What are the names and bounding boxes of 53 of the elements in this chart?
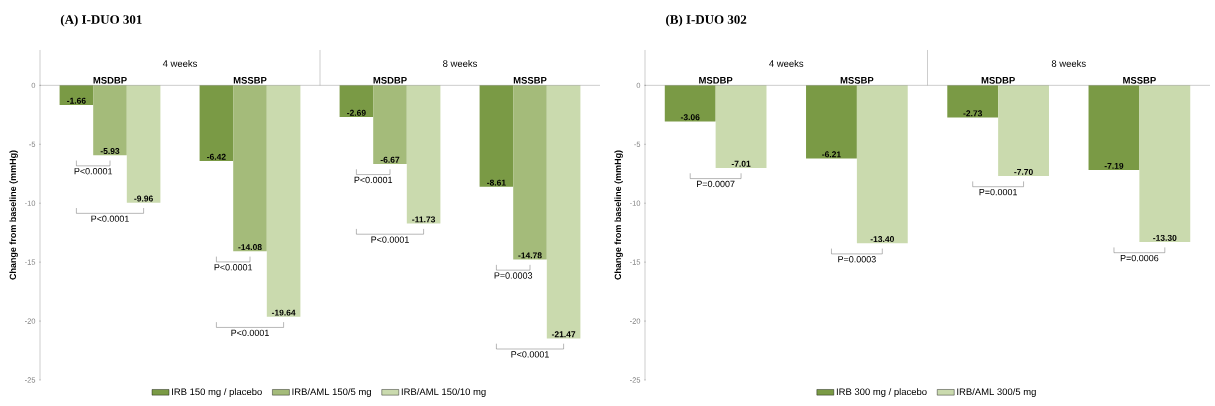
annotation: P=0.0003	[838, 256, 876, 263]
chart-title: (B) I-DUO 302	[666, 14, 747, 27]
data-label: -14.78	[518, 252, 542, 259]
legend-label: IRB/AML 300/5 mg	[957, 388, 1036, 397]
annotation: P=0.0006	[1120, 254, 1159, 262]
data-label: -8.61	[487, 179, 506, 186]
legend-label: IRB 300 mg / placebo	[836, 388, 927, 397]
data-label: -6.21	[822, 151, 841, 158]
annotation: P<0.0001	[74, 168, 113, 175]
x-tick-label: MSDBP	[699, 76, 733, 84]
legend-label: IRB 150 mg / placebo	[172, 388, 262, 397]
annotation: P<0.0001	[231, 329, 269, 336]
annotation: P=0.0007	[697, 180, 735, 188]
data-label: -1.66	[67, 97, 86, 104]
annotation: 4 weeks	[769, 59, 804, 67]
annotation: 8 weeks	[443, 59, 478, 67]
x-tick-label: MSDBP	[981, 76, 1015, 84]
x-tick-label: MSSBP	[840, 76, 874, 84]
data-label: -2.69	[347, 109, 366, 116]
data-label: -7.01	[731, 160, 751, 167]
x-tick-label: MSSBP	[1123, 76, 1156, 84]
data-label: -13.30	[1153, 234, 1177, 241]
x-tick-label: MSSBP	[513, 76, 547, 84]
data-label: -3.06	[680, 114, 700, 121]
data-label: -19.64	[271, 309, 296, 316]
data-label: -2.73	[963, 110, 983, 117]
data-label: -11.73	[412, 216, 436, 223]
data-label: -13.40	[870, 236, 894, 243]
annotation: 8 weeks	[1051, 59, 1086, 67]
annotation: P<0.0001	[91, 215, 129, 222]
x-tick-label: MSSBP	[233, 76, 267, 84]
annotation: P<0.0001	[354, 176, 393, 184]
data-label: -9.96	[134, 195, 153, 202]
data-label: -21.47	[551, 331, 576, 338]
data-label: -5.93	[100, 148, 120, 155]
annotation: P<0.0001	[511, 351, 549, 358]
annotation: P=0.0001	[979, 188, 1018, 196]
chart-title: (A) I-DUO 301	[60, 14, 142, 27]
legend-label: IRB/AML 150/5 mg	[292, 388, 371, 397]
x-tick-label: MSDBP	[93, 76, 127, 84]
annotation: 4 weeks	[162, 59, 198, 67]
legend-label: IRB/AML 150/10 mg	[401, 388, 486, 397]
annotation: P<0.0001	[214, 264, 253, 271]
y-axis-title: Change from baseline (mmHg)	[614, 150, 623, 280]
annotation: P=0.0003	[494, 272, 533, 279]
x-tick-label: MSDBP	[373, 76, 407, 84]
data-label: -6.67	[380, 156, 400, 163]
annotation: P<0.0001	[371, 236, 409, 243]
data-label: -7.70	[1014, 168, 1033, 175]
y-axis-title: Change from baseline (mmHg)	[9, 150, 18, 280]
data-label: -7.19	[1104, 162, 1124, 169]
data-label: -6.42	[207, 153, 226, 160]
data-label: -14.08	[238, 244, 262, 251]
